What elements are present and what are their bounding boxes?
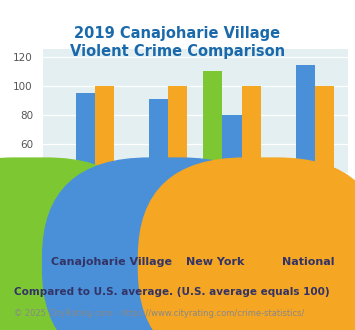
Bar	[241, 86, 261, 231]
Text: National: National	[282, 257, 335, 267]
Text: New York: New York	[186, 257, 245, 267]
Bar	[56, 212, 76, 231]
Bar	[168, 86, 187, 231]
Bar	[95, 86, 114, 231]
Text: Canajoharie Village: Canajoharie Village	[51, 257, 173, 267]
Text: © 2025 CityRating.com - https://www.cityrating.com/crime-statistics/: © 2025 CityRating.com - https://www.city…	[14, 309, 305, 318]
Bar	[315, 86, 334, 231]
Bar	[76, 93, 95, 231]
Bar	[223, 115, 241, 231]
Text: 2019 Canajoharie Village
Violent Crime Comparison: 2019 Canajoharie Village Violent Crime C…	[70, 26, 285, 59]
Bar	[296, 65, 315, 231]
Text: Compared to U.S. average. (U.S. average equals 100): Compared to U.S. average. (U.S. average …	[14, 287, 330, 297]
Bar	[203, 71, 223, 231]
Bar	[149, 99, 168, 231]
